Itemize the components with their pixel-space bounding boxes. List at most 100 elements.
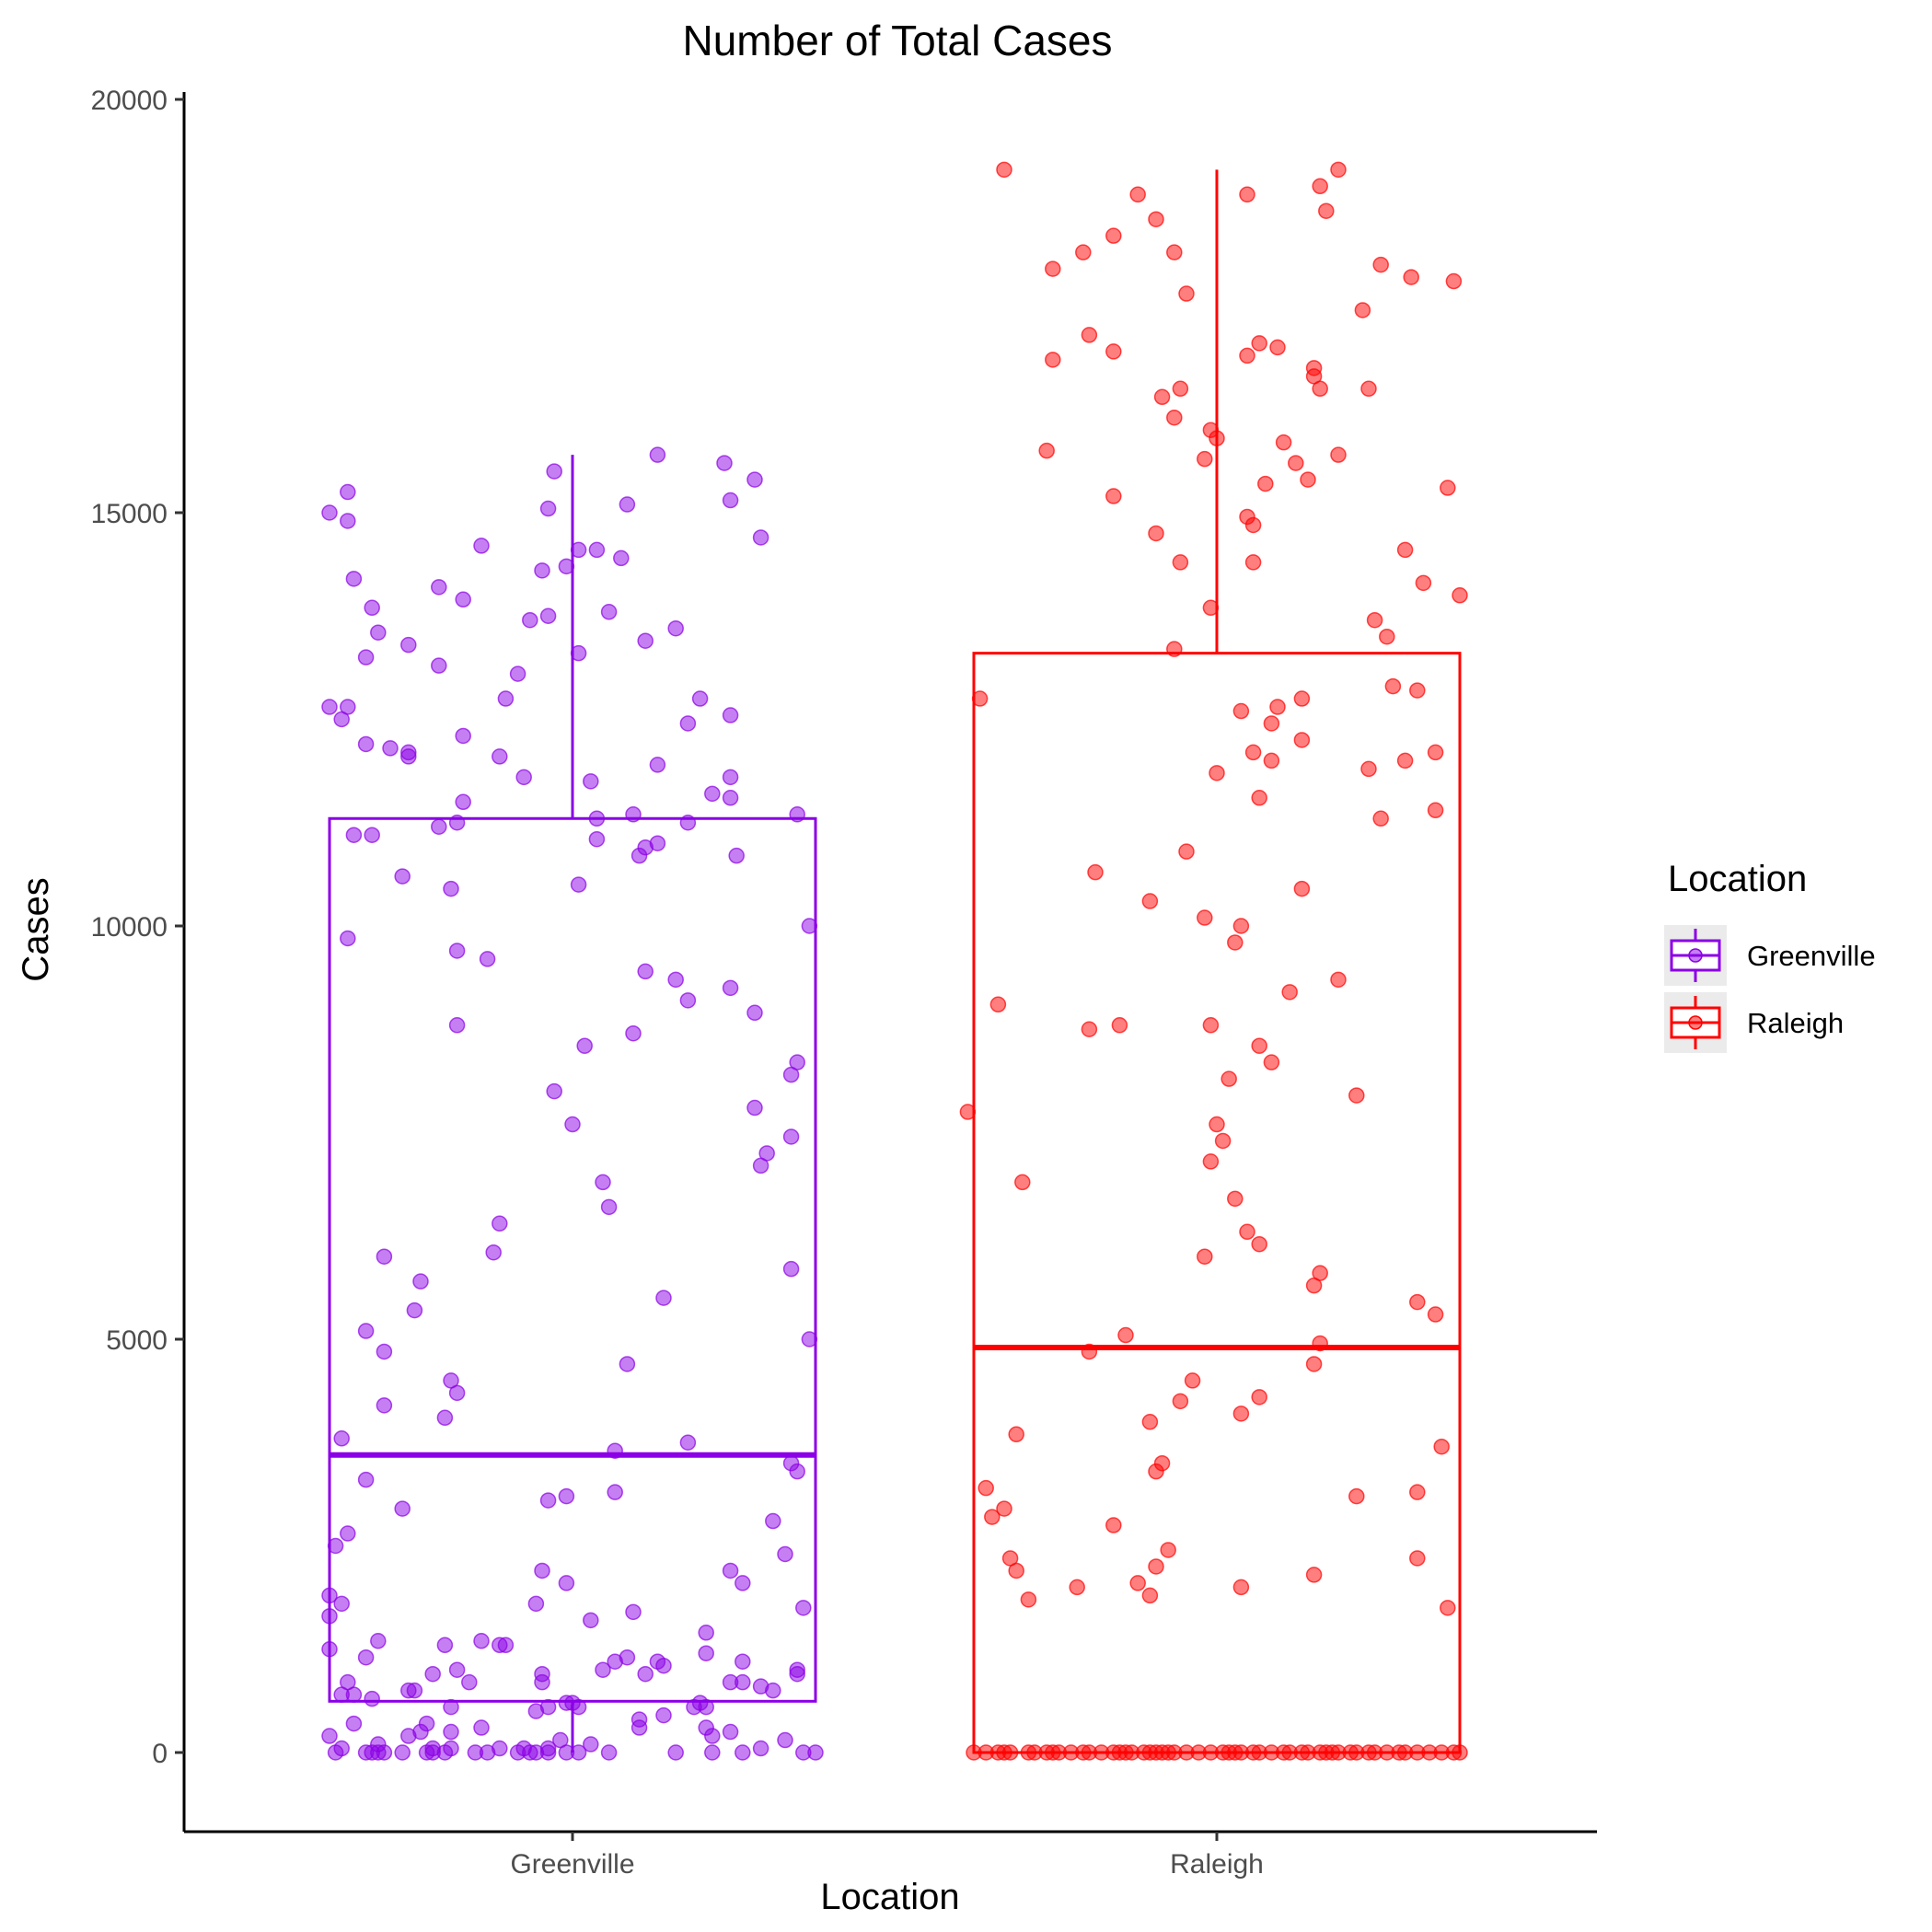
- data-point: [357, 1471, 375, 1488]
- data-point: [570, 541, 587, 559]
- data-point: [1232, 918, 1250, 934]
- data-point: [1166, 244, 1183, 260]
- data-point: [473, 1633, 490, 1649]
- data-point: [1172, 380, 1189, 398]
- data-point: [1202, 1153, 1220, 1170]
- data-point: [1105, 488, 1122, 504]
- data-point: [704, 785, 721, 803]
- data-point: [333, 1595, 350, 1613]
- data-point: [376, 1397, 393, 1414]
- data-point: [333, 1740, 350, 1757]
- data-point: [600, 1198, 618, 1216]
- data-point: [1379, 628, 1395, 645]
- data-point: [1232, 702, 1250, 720]
- data-point: [1239, 1223, 1255, 1241]
- data-point: [1269, 339, 1286, 356]
- data-point: [679, 1434, 697, 1451]
- data-point: [1172, 554, 1189, 571]
- data-point: [321, 699, 338, 715]
- data-point: [1014, 1174, 1031, 1191]
- data-point: [370, 1633, 387, 1649]
- legend-label: Greenville: [1747, 940, 1876, 972]
- data-point: [357, 1323, 375, 1339]
- data-point: [1227, 934, 1244, 951]
- data-point: [1239, 347, 1255, 364]
- data-point: [735, 1575, 751, 1591]
- data-point: [1166, 409, 1183, 426]
- data-point: [600, 1744, 618, 1761]
- data-point: [758, 1145, 775, 1162]
- data-point: [406, 1301, 423, 1319]
- data-point: [436, 1637, 454, 1654]
- data-point: [558, 1575, 575, 1591]
- data-point: [1148, 525, 1164, 542]
- data-point: [777, 1731, 793, 1749]
- data-point: [583, 773, 599, 790]
- data-point: [1293, 880, 1311, 897]
- data-point: [1172, 1393, 1189, 1410]
- data-point: [679, 992, 697, 1009]
- data-point: [1038, 442, 1055, 459]
- data-point: [1293, 732, 1311, 748]
- data-point: [667, 619, 684, 637]
- data-point: [527, 1703, 545, 1719]
- data-point: [1312, 1335, 1328, 1352]
- data-point: [1415, 574, 1432, 592]
- data-point: [1396, 541, 1414, 559]
- data-point: [1232, 1406, 1250, 1422]
- data-point: [1288, 455, 1304, 471]
- data-point: [588, 810, 606, 827]
- legend-key-point: [1688, 1015, 1703, 1030]
- data-point: [321, 504, 338, 521]
- data-point: [1178, 285, 1195, 302]
- data-point: [728, 847, 745, 864]
- data-point: [400, 636, 417, 654]
- data-point: [1209, 1116, 1225, 1133]
- data-point: [394, 868, 411, 885]
- data-point: [655, 1706, 672, 1724]
- data-point: [1081, 1021, 1098, 1037]
- data-point: [1081, 1343, 1098, 1360]
- data-point: [448, 943, 466, 959]
- data-point: [455, 793, 471, 811]
- data-point: [1045, 260, 1061, 277]
- data-point: [1251, 1037, 1267, 1054]
- data-point: [595, 1661, 611, 1678]
- data-point: [746, 471, 763, 488]
- legend-item-raleigh: Raleigh: [1664, 992, 1844, 1053]
- data-point: [752, 1740, 769, 1757]
- data-point: [570, 876, 587, 893]
- data-point: [1221, 1070, 1237, 1087]
- data-point: [1312, 380, 1328, 398]
- data-point: [522, 611, 538, 629]
- data-point: [1409, 1293, 1426, 1311]
- data-point: [1440, 480, 1456, 496]
- data-point: [1312, 178, 1328, 195]
- data-point: [595, 1174, 611, 1191]
- data-point: [996, 161, 1012, 179]
- data-point: [431, 818, 447, 835]
- data-point: [1105, 1517, 1122, 1533]
- data-point: [1372, 810, 1389, 827]
- data-point: [357, 649, 375, 665]
- data-point: [746, 1004, 763, 1022]
- data-point: [321, 1641, 338, 1658]
- data-point: [789, 1661, 805, 1678]
- legend-item-greenville: Greenville: [1664, 925, 1876, 986]
- data-point: [795, 1600, 812, 1616]
- data-point: [436, 1409, 454, 1427]
- data-point: [1141, 1414, 1159, 1430]
- data-point: [655, 1657, 672, 1674]
- data-point: [971, 690, 989, 707]
- data-point: [765, 1682, 781, 1699]
- data-point: [400, 744, 417, 761]
- series-greenville: [321, 446, 824, 1761]
- data-point: [1214, 1132, 1232, 1150]
- data-point: [679, 815, 697, 831]
- data-point: [631, 1719, 648, 1736]
- data-point: [1440, 1600, 1456, 1616]
- legend: Location Greenville Raleigh: [1664, 859, 1876, 1053]
- data-point: [1263, 715, 1280, 732]
- data-point: [1330, 971, 1347, 989]
- data-point: [1452, 587, 1468, 604]
